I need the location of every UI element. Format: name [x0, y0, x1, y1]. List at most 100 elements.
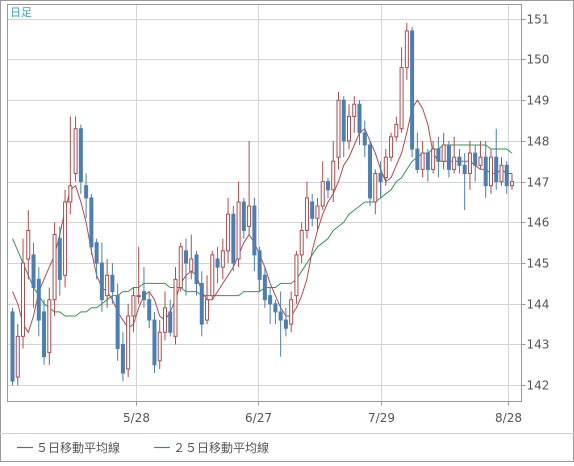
candle-body: [499, 164, 504, 183]
candle-body: [273, 303, 278, 313]
candle: [63, 189, 68, 288]
candle: [410, 26, 415, 158]
candle-body: [205, 299, 210, 321]
candle: [241, 197, 246, 239]
candle: [10, 307, 15, 386]
candle: [404, 22, 409, 80]
candle: [31, 242, 36, 308]
y-tick-label: 150: [527, 53, 550, 67]
x-tick-label: 6/27: [245, 411, 272, 425]
candle-body: [325, 181, 330, 191]
candle-body: [394, 124, 399, 138]
candle-body: [357, 103, 362, 134]
candle: [110, 263, 115, 304]
legend: ５日移動平均線 ２５日移動平均線: [17, 440, 269, 455]
x-tick-label: 5/28: [123, 411, 150, 425]
candle-body: [231, 213, 236, 264]
candle: [42, 299, 47, 365]
candle-body: [241, 201, 246, 231]
candle-body: [199, 282, 204, 325]
candle-body: [362, 132, 367, 146]
candle-body: [315, 205, 320, 219]
candle-body: [189, 258, 194, 272]
candle: [304, 181, 309, 239]
plot-border: [7, 4, 522, 402]
candle: [499, 157, 504, 186]
candle-body: [478, 156, 483, 166]
candle: [57, 226, 62, 296]
candle: [178, 242, 183, 292]
candle-body: [341, 99, 346, 142]
candle-body: [99, 262, 104, 301]
candle: [99, 242, 104, 312]
candle-body: [89, 197, 94, 248]
candle-body: [152, 319, 157, 366]
candle-body: [173, 278, 178, 337]
candle-body: [178, 246, 183, 288]
candle: [47, 287, 52, 365]
candle: [26, 210, 31, 280]
candle: [236, 181, 241, 268]
candle: [215, 246, 220, 284]
gridlines: [7, 4, 522, 402]
candle: [368, 140, 373, 207]
candle: [252, 197, 257, 272]
candle-body: [220, 250, 225, 268]
candle: [336, 92, 341, 170]
candle: [299, 222, 304, 264]
candle-body: [252, 205, 257, 256]
candle: [325, 177, 330, 198]
candle-body: [283, 319, 288, 329]
candle: [504, 161, 509, 194]
candle-body: [473, 152, 478, 166]
candle: [141, 267, 146, 308]
candle-body: [215, 258, 220, 268]
candle: [467, 140, 472, 190]
candle: [347, 104, 352, 150]
candle-body: [347, 115, 352, 142]
candle: [357, 100, 362, 145]
candle-body: [320, 181, 325, 207]
candle: [68, 116, 73, 215]
y-tick-label: 149: [527, 94, 550, 108]
candle: [94, 238, 99, 280]
candle-body: [126, 315, 131, 370]
candle-body: [115, 295, 120, 350]
candle-body: [436, 148, 441, 162]
candle-body: [383, 156, 388, 179]
candle-body: [147, 299, 152, 321]
candle: [36, 267, 41, 337]
candle: [220, 238, 225, 280]
candle-body: [304, 197, 309, 231]
candle: [173, 267, 178, 345]
candle-body: [262, 274, 267, 301]
candle: [415, 132, 420, 174]
ma25-line: [12, 144, 513, 317]
candle-body: [467, 152, 472, 174]
candle-body: [415, 148, 420, 170]
ma5-line: [12, 99, 512, 334]
candle-body: [331, 160, 336, 191]
candle-body: [257, 250, 262, 280]
candle-body: [368, 144, 373, 199]
candle-body: [157, 331, 162, 362]
candle: [115, 283, 120, 361]
candle: [462, 153, 467, 211]
candle-body: [494, 156, 499, 183]
candle: [320, 161, 325, 211]
candle-body: [373, 172, 378, 203]
candle: [352, 96, 357, 133]
candles: [10, 22, 514, 386]
candle: [73, 116, 78, 182]
y-tick-label: 144: [527, 298, 550, 312]
y-tick-label: 145: [527, 257, 550, 271]
candle: [273, 299, 278, 325]
candle: [199, 271, 204, 337]
candle: [436, 136, 441, 178]
legend-label: ２５日移動平均線: [173, 440, 269, 455]
candle: [494, 128, 499, 190]
candle: [478, 140, 483, 170]
candle: [283, 307, 288, 337]
candle-body: [63, 201, 68, 276]
